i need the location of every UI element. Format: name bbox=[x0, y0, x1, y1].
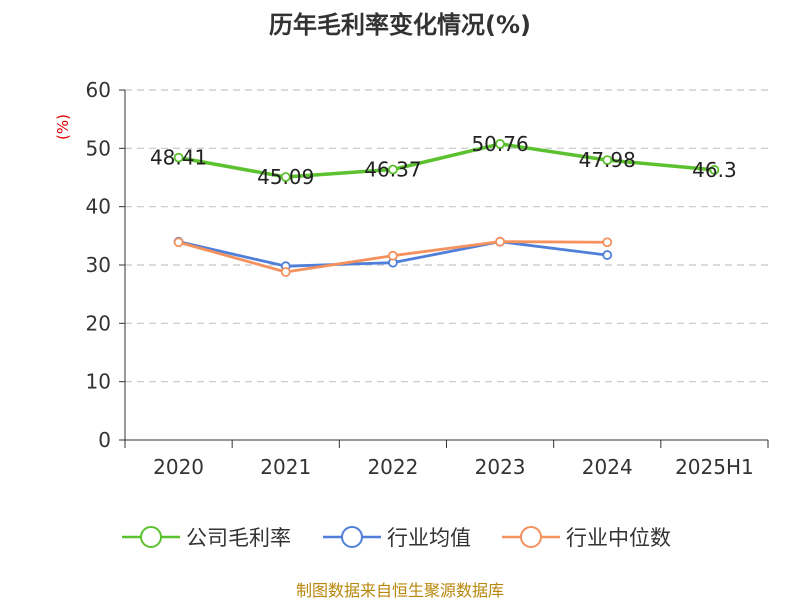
data-label: 47.98 bbox=[579, 148, 636, 172]
x-tick-label: 2020 bbox=[153, 455, 204, 479]
chart-title: 历年毛利率变化情况(%) bbox=[269, 11, 531, 39]
legend-label: 行业中位数 bbox=[566, 526, 671, 550]
data-point bbox=[495, 138, 505, 149]
data-label: 46.3 bbox=[692, 158, 737, 182]
legend: 公司毛利率 行业均值 行业中位数 bbox=[122, 526, 671, 550]
legend-marker bbox=[520, 526, 542, 548]
x-tick-label: 2024 bbox=[582, 455, 633, 479]
data-point bbox=[280, 267, 291, 277]
y-tick-label: 60 bbox=[86, 78, 111, 102]
y-tick-label: 20 bbox=[86, 311, 111, 335]
y-tick-label: 50 bbox=[86, 136, 111, 160]
y-tick-label: 10 bbox=[86, 370, 111, 394]
series-0: 48.41 45.09 46.37 50.76 47.98 46.3 bbox=[150, 132, 737, 189]
legend-label: 公司毛利率 bbox=[186, 526, 291, 550]
y-axis-label: (%) bbox=[54, 114, 72, 140]
legend-label: 行业均值 bbox=[387, 526, 471, 550]
series-2 bbox=[173, 236, 613, 277]
data-point bbox=[173, 237, 184, 248]
x-tick-label: 2022 bbox=[367, 455, 418, 479]
data-label: 50.76 bbox=[471, 132, 528, 156]
series-line bbox=[178, 142, 715, 179]
data-point bbox=[602, 237, 613, 248]
x-tick-label: 2021 bbox=[260, 455, 311, 479]
y-tick-label: 0 bbox=[98, 428, 111, 452]
data-point bbox=[602, 155, 613, 166]
legend-item-1: 行业均值 bbox=[323, 526, 471, 550]
data-point bbox=[709, 165, 720, 175]
data-point bbox=[388, 250, 398, 261]
series-group: 48.41 45.09 46.37 50.76 47.98 46.3 bbox=[150, 132, 737, 277]
axes: 0 10 20 30 40 50 60 2020 2021 2022 2023 2024 2025H1 bbox=[86, 78, 769, 479]
legend-item-0: 公司毛利率 bbox=[122, 526, 291, 550]
y-tick-label: 30 bbox=[86, 253, 111, 277]
data-point bbox=[173, 152, 184, 163]
legend-item-2: 行业中位数 bbox=[502, 526, 671, 550]
data-label: 45.09 bbox=[257, 165, 314, 189]
grid-lines bbox=[125, 89, 768, 383]
data-point bbox=[602, 250, 613, 260]
x-tick-label: 2025H1 bbox=[675, 455, 754, 479]
data-point bbox=[280, 172, 291, 182]
data-label: 48.41 bbox=[150, 146, 207, 170]
data-point bbox=[495, 236, 505, 247]
source-note: 制图数据来自恒生聚源数据库 bbox=[296, 581, 504, 600]
legend-marker bbox=[140, 526, 162, 548]
data-point bbox=[388, 164, 398, 175]
x-tick-label: 2023 bbox=[475, 455, 526, 479]
data-label: 46.37 bbox=[364, 158, 421, 182]
y-tick-label: 40 bbox=[86, 195, 111, 219]
legend-marker bbox=[341, 526, 363, 548]
